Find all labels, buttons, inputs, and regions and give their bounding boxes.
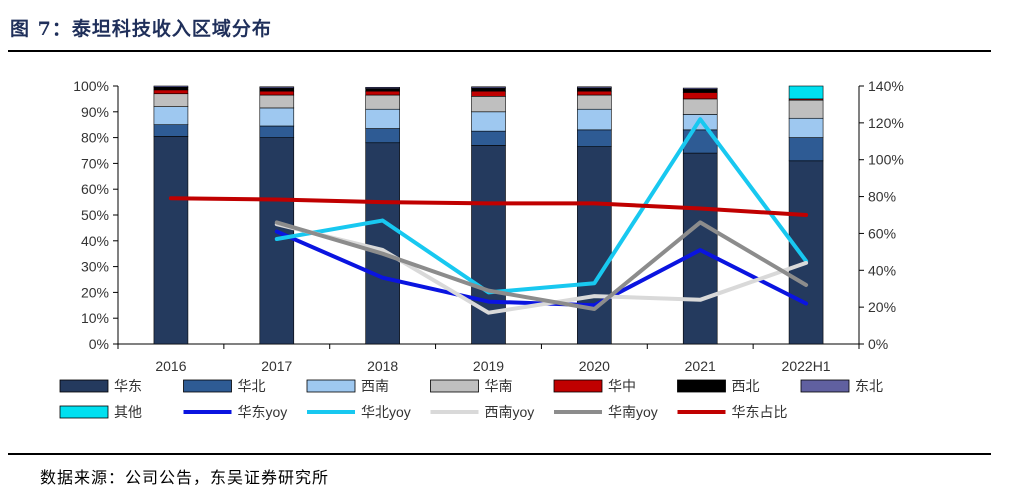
bar-segment <box>471 111 506 132</box>
bar-segment <box>682 87 718 90</box>
left-tick-label: 90% <box>81 104 109 120</box>
legend-swatch <box>677 379 726 393</box>
bar-segment <box>471 130 506 146</box>
right-tick-label: 60% <box>868 225 896 241</box>
series-line <box>168 196 809 217</box>
bar-segment <box>788 137 824 162</box>
legend-label: 华南yoy <box>608 404 658 420</box>
bar-segment <box>153 93 189 107</box>
x-tick-label: 2020 <box>579 358 610 374</box>
bar-segment <box>259 125 295 138</box>
left-tick-label: 10% <box>81 310 109 326</box>
bar-segment <box>259 107 295 127</box>
bar-segment <box>153 106 189 125</box>
legend-swatch <box>306 379 356 393</box>
bar-segment <box>365 108 400 129</box>
x-tick-label: 2022H1 <box>782 358 831 374</box>
bottom-divider <box>8 453 991 455</box>
bar-segment <box>682 89 718 93</box>
series-line <box>274 220 809 311</box>
series-line <box>274 222 809 315</box>
legend-label: 其他 <box>114 404 142 420</box>
left-tick-label: 70% <box>81 155 109 171</box>
bar-segment <box>471 86 506 89</box>
bar-segment <box>153 124 189 137</box>
x-tick-label: 2016 <box>155 358 186 374</box>
right-tick-label: 140% <box>868 78 904 94</box>
bar-segment <box>153 85 189 88</box>
left-tick-label: 40% <box>81 233 109 249</box>
legend-swatch <box>59 405 109 419</box>
bar-segment <box>259 94 295 109</box>
right-tick-label: 100% <box>868 152 904 168</box>
bar-segment <box>577 86 612 89</box>
left-tick-label: 100% <box>73 78 109 94</box>
bar-segment <box>682 98 718 115</box>
top-divider <box>8 50 991 52</box>
legend-swatch <box>430 379 479 393</box>
left-tick-label: 20% <box>81 284 109 300</box>
source-note: 数据来源：公司公告，东吴证券研究所 <box>40 468 330 487</box>
left-tick-label: 60% <box>81 181 109 197</box>
legend-swatch <box>183 379 232 393</box>
right-tick-label: 80% <box>868 189 896 205</box>
bar-segment <box>153 136 189 345</box>
bar-segment <box>788 117 824 138</box>
right-tick-label: 20% <box>868 299 896 315</box>
x-tick-label: 2017 <box>261 358 292 374</box>
bar-segment <box>259 87 295 92</box>
bar-segment <box>365 86 400 89</box>
legend-label: 华南 <box>485 378 513 394</box>
x-tick-label: 2018 <box>367 358 398 374</box>
legend-swatch <box>800 379 850 393</box>
legend-label: 西南yoy <box>485 404 535 420</box>
bar-segment <box>682 92 718 100</box>
figure-title: 图 7：泰坦科技收入区域分布 <box>10 18 272 40</box>
bar-segment <box>259 90 295 96</box>
left-tick-label: 30% <box>81 259 109 275</box>
bar-segment <box>788 99 824 119</box>
bar-segment <box>577 108 612 131</box>
bar-segment <box>471 90 506 97</box>
legend-label: 东北 <box>855 378 883 394</box>
legend-label: 华北yoy <box>361 404 411 420</box>
x-tick-label: 2021 <box>685 358 716 374</box>
right-tick-label: 120% <box>868 115 904 131</box>
bar-segment <box>365 94 400 110</box>
legend-label: 华东占比 <box>732 404 788 420</box>
bar-segment <box>259 86 295 89</box>
right-tick-label: 40% <box>868 262 896 278</box>
bar-segment <box>788 85 824 100</box>
right-tick-label: 0% <box>868 336 888 352</box>
bar-segment <box>577 129 612 147</box>
x-tick-label: 2019 <box>473 358 504 374</box>
legend-label: 华东 <box>114 378 142 394</box>
legend-swatch <box>59 379 109 393</box>
bar-segment <box>365 128 400 144</box>
legend-label: 西北 <box>732 378 760 394</box>
bar-segment <box>577 90 612 96</box>
left-tick-label: 0% <box>89 336 109 352</box>
bar-segment <box>471 87 506 92</box>
bar-segment <box>577 87 612 92</box>
bar-segment <box>788 160 824 345</box>
bar-segment <box>577 94 612 110</box>
series-line <box>274 117 809 295</box>
bar-segment <box>471 96 506 113</box>
bar-segment <box>365 142 400 345</box>
bar-segment <box>365 90 400 96</box>
left-tick-label: 50% <box>81 207 109 223</box>
bar-segment <box>153 86 189 91</box>
bar-segment <box>365 88 400 92</box>
legend-label: 西南 <box>361 378 389 394</box>
legend-swatch <box>553 379 603 393</box>
legend-label: 华北 <box>238 378 266 394</box>
bar-segment <box>577 146 612 345</box>
left-tick-label: 80% <box>81 130 109 146</box>
legend-label: 华中 <box>608 378 636 394</box>
legend-label: 华东yoy <box>238 404 288 420</box>
bar-segment <box>153 89 189 95</box>
